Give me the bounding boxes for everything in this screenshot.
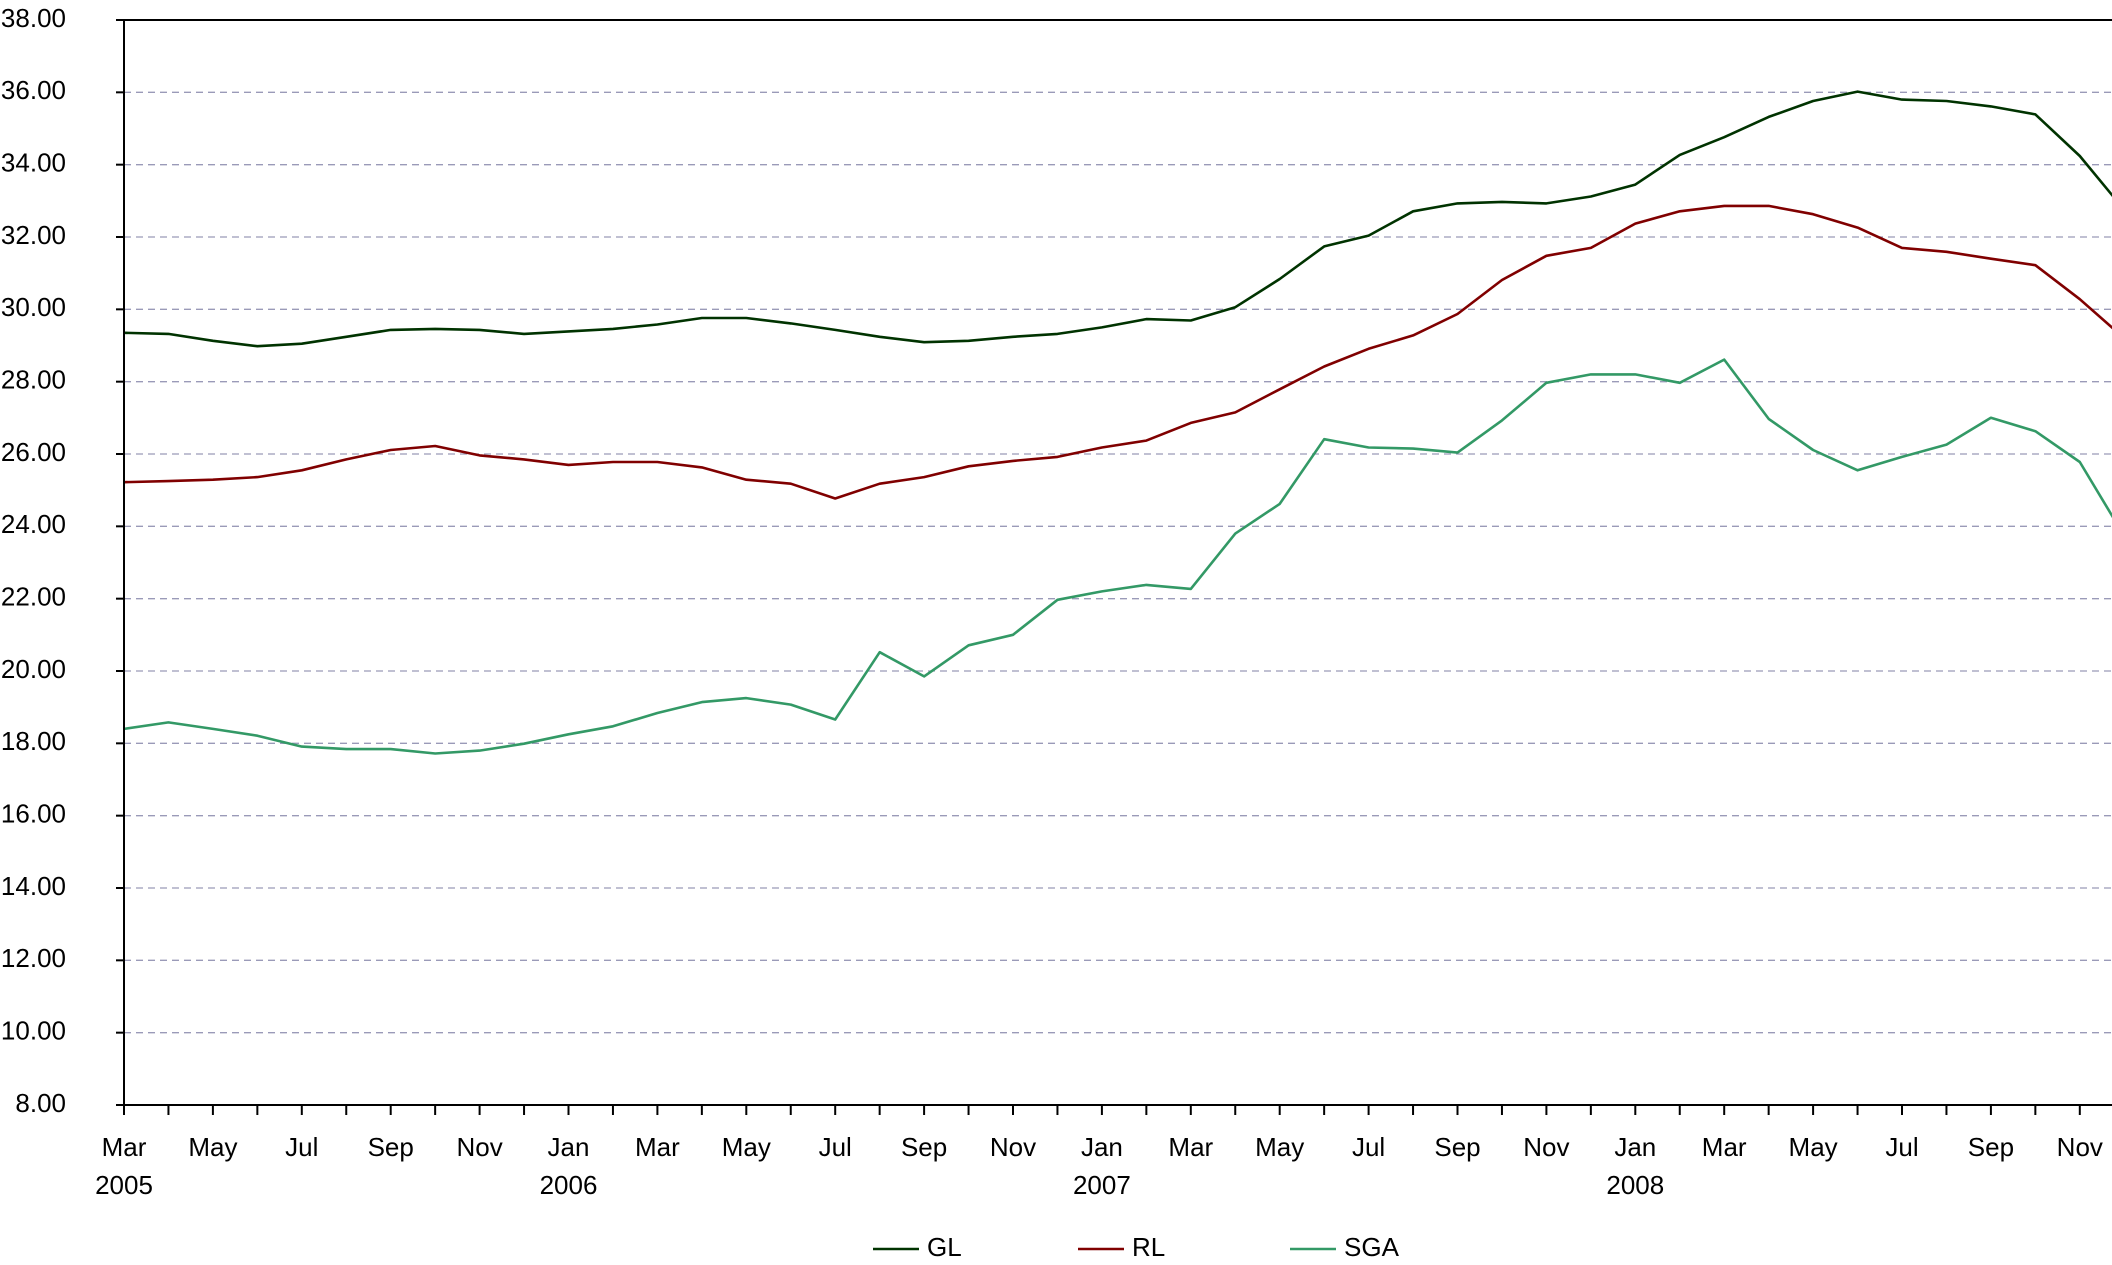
- series-line: [124, 90, 2112, 348]
- y-tick-label: 12.00: [1, 943, 66, 973]
- x-tick-label: Mar: [102, 1132, 147, 1162]
- y-tick-label: 30.00: [1, 292, 66, 322]
- y-tick-label: 36.00: [1, 75, 66, 105]
- x-tick-label: 2005: [95, 1170, 153, 1200]
- y-tick-label: 38.00: [1, 3, 66, 33]
- x-tick-label: Nov: [1523, 1132, 1569, 1162]
- x-tick-label: Sep: [368, 1132, 414, 1162]
- y-tick-label: 28.00: [1, 365, 66, 395]
- y-tick-label: 10.00: [1, 1016, 66, 1046]
- y-tick-label: 26.00: [1, 437, 66, 467]
- y-tick-label: 8.00: [15, 1088, 66, 1118]
- axes: 8.00 10.00 12.00 14.00 16.00 18.00 20.00 22.00 2…: [1, 3, 2112, 1262]
- x-tick-label: Jan: [1614, 1132, 1656, 1162]
- x-tick-label: Jul: [819, 1132, 852, 1162]
- y-tick-label: 16.00: [1, 799, 66, 829]
- x-tick-label: Jul: [1352, 1132, 1385, 1162]
- x-tick-label: Jan: [1081, 1132, 1123, 1162]
- x-tick-label: May: [1255, 1132, 1304, 1162]
- x-tick-label: 2007: [1073, 1170, 1131, 1200]
- x-tick-label: Jul: [1885, 1132, 1918, 1162]
- x-tick-label: Mar: [1168, 1132, 1213, 1162]
- x-tick-label: Sep: [901, 1132, 947, 1162]
- x-tick-label: May: [188, 1132, 237, 1162]
- legend-label: SGA: [1344, 1232, 1400, 1262]
- x-tick-label: Jul: [285, 1132, 318, 1162]
- series-line: [124, 204, 2112, 500]
- x-tick-label: Nov: [2057, 1132, 2103, 1162]
- x-tick-label: Sep: [1968, 1132, 2014, 1162]
- legend-label: GL: [927, 1232, 962, 1262]
- plot-area: [124, 90, 2112, 755]
- x-tick-label: Nov: [456, 1132, 502, 1162]
- grid: [124, 19, 2112, 1034]
- x-tick-label: Jan: [548, 1132, 590, 1162]
- y-tick-label: 32.00: [1, 220, 66, 250]
- y-tick-label: 20.00: [1, 654, 66, 684]
- y-tick-label: 18.00: [1, 726, 66, 756]
- x-tick-label: May: [1789, 1132, 1838, 1162]
- x-tick-label: 2008: [1606, 1170, 1664, 1200]
- x-tick-label: Sep: [1434, 1132, 1480, 1162]
- y-tick-label: 14.00: [1, 871, 66, 901]
- legend-label: RL: [1132, 1232, 1165, 1262]
- y-tick-label: 24.00: [1, 509, 66, 539]
- x-tick-label: Mar: [1702, 1132, 1747, 1162]
- series-line: [124, 358, 2112, 755]
- x-tick-label: Nov: [990, 1132, 1036, 1162]
- x-tick-label: Mar: [635, 1132, 680, 1162]
- y-tick-label: 22.00: [1, 582, 66, 612]
- x-tick-label: 2006: [540, 1170, 598, 1200]
- y-tick-label: 34.00: [1, 148, 66, 178]
- x-tick-label: May: [722, 1132, 771, 1162]
